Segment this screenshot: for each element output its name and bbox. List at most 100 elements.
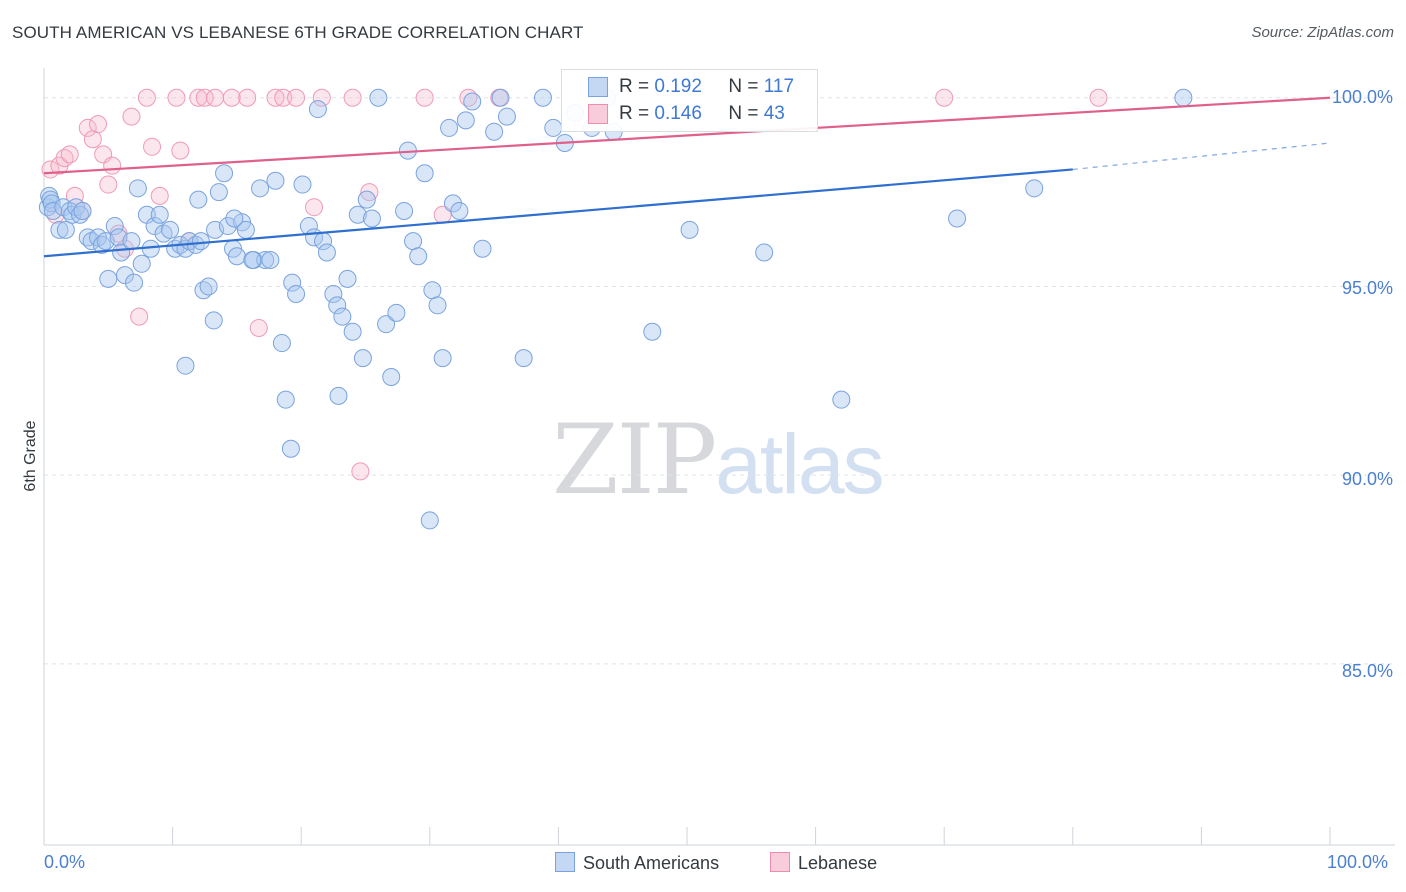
south-american-point (428, 296, 447, 315)
south-american-point (333, 307, 352, 326)
lebanese-point (122, 107, 141, 126)
legend-bottom-swatch-pink (770, 852, 790, 872)
lebanese-point (222, 88, 241, 107)
south-american-point (261, 251, 280, 270)
south-american-point (544, 118, 563, 137)
south-american-trendline (43, 168, 1073, 258)
lebanese-point (143, 137, 162, 156)
south-american-point (348, 205, 367, 224)
south-american-point (497, 107, 516, 126)
lebanese-point (249, 318, 268, 337)
lebanese-point (287, 88, 306, 107)
south-american-point (150, 205, 169, 224)
south-american-point (215, 164, 234, 183)
legend-n-label: N = (728, 103, 759, 124)
lebanese-point (78, 118, 97, 137)
south-american-point (324, 284, 343, 303)
south-american-point (338, 269, 357, 288)
lebanese-point (103, 156, 122, 175)
legend-swatch-south-american (588, 77, 608, 97)
legend-n-value: 117 (763, 76, 795, 97)
lebanese-point (195, 88, 214, 107)
south-american-point (420, 511, 439, 530)
lebanese-point (312, 88, 331, 107)
south-american-point (362, 209, 381, 228)
south-american-point (132, 254, 151, 273)
lebanese-point (343, 88, 362, 107)
south-american-point (161, 220, 180, 239)
south-american-point (276, 390, 295, 409)
south-american-point (99, 269, 118, 288)
south-american-point (433, 349, 452, 368)
south-american-point (281, 439, 300, 458)
x-tick-label-max: 100.0% (1327, 852, 1389, 872)
south-american-point (450, 201, 469, 220)
stats-legend: R = 0.192 N = 117 R = 0.146 N = 43 (561, 69, 818, 132)
south-american-point (317, 243, 336, 262)
south-american-point (395, 201, 414, 220)
south-american-point (382, 368, 401, 387)
south-american-point (440, 118, 459, 137)
legend-r-label: R = (619, 76, 650, 97)
south-american-point (287, 284, 306, 303)
y-tick-label-85: 85.0% (1341, 661, 1393, 681)
y-tick-label-95: 95.0% (1341, 278, 1393, 298)
south-american-point (533, 88, 552, 107)
legend-item-lebanese: Lebanese (770, 852, 877, 874)
south-american-point (145, 217, 164, 236)
south-american-point (353, 349, 372, 368)
lebanese-point (167, 88, 186, 107)
legend-r-value: 0.192 (654, 76, 702, 97)
south-american-point (112, 243, 131, 262)
south-american-point (643, 322, 662, 341)
lebanese-point (171, 141, 190, 160)
south-american-point (227, 247, 246, 266)
south-american-point (473, 239, 492, 258)
south-american-point (357, 190, 376, 209)
lebanese-trendline (43, 96, 1331, 175)
south-american-point (50, 220, 69, 239)
south-american-point (191, 232, 210, 251)
south-american-point (1025, 179, 1044, 198)
south-american-point (404, 232, 423, 251)
zipatlas-watermark: ZIPatlas (552, 404, 885, 516)
lebanese-point (274, 88, 293, 107)
south-american-point (1174, 88, 1193, 107)
south-american-point (204, 311, 223, 330)
south-american-point (125, 273, 144, 292)
south-american-point (680, 220, 699, 239)
lebanese-point (60, 145, 79, 164)
south-american-point (243, 251, 262, 270)
south-american-point (218, 217, 237, 236)
south-american-point (328, 296, 347, 315)
y-tick-label-100: 100.0% (1331, 87, 1393, 107)
lebanese-point (1089, 88, 1108, 107)
lebanese-point (266, 88, 285, 107)
south-american-point (256, 251, 275, 270)
legend-row-lebanese: R = 0.146 N = 43 (619, 103, 785, 125)
lebanese-point (238, 88, 257, 107)
legend-n-value: 43 (763, 103, 785, 124)
lebanese-point (89, 115, 108, 134)
lebanese-point (351, 462, 370, 481)
south-american-point (456, 111, 475, 130)
south-american-point (116, 266, 135, 285)
south-american-point (176, 356, 195, 375)
south-american-point (409, 247, 428, 266)
legend-r-label: R = (619, 103, 650, 124)
south-american-point (485, 122, 504, 141)
south-american-point (189, 190, 208, 209)
south-american-point (122, 232, 141, 251)
south-american-point (369, 88, 388, 107)
legend-n-label: N = (728, 76, 759, 97)
legend-item-south-americans: South Americans (555, 852, 719, 874)
chart-source: Source: ZipAtlas.com (1251, 24, 1394, 41)
lebanese-point (415, 88, 434, 107)
lebanese-point (99, 175, 118, 194)
south-american-point (266, 171, 285, 190)
south-american-point (209, 183, 228, 202)
south-american-point (423, 281, 442, 300)
lebanese-point (305, 198, 324, 217)
legend-bottom-swatch-blue (555, 852, 575, 872)
x-tick-label-min: 0.0% (44, 852, 86, 872)
